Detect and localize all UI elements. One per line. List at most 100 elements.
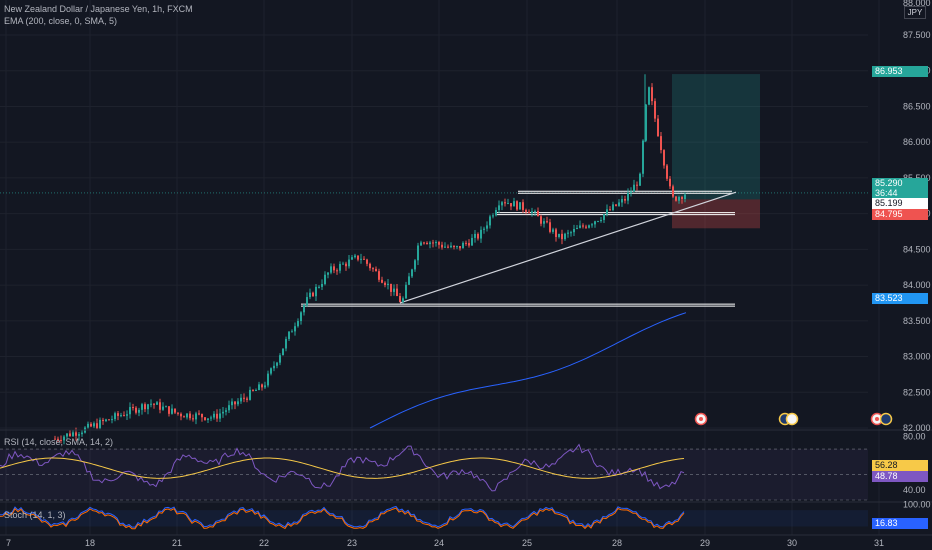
candle-body-95 xyxy=(339,263,341,271)
candle-body-145 xyxy=(489,216,491,226)
candle-body-133 xyxy=(453,245,455,248)
candle-body-186 xyxy=(612,204,614,211)
time-tick-label: 31 xyxy=(874,538,884,548)
candle-body-104 xyxy=(366,259,368,264)
candle-body-165 xyxy=(549,222,551,232)
candle-body-57 xyxy=(225,410,227,412)
candle-body-166 xyxy=(552,229,554,232)
time-tick-label: 22 xyxy=(259,538,269,548)
candle-body-28 xyxy=(138,409,140,413)
candle-body-19 xyxy=(111,419,113,421)
candle-body-54 xyxy=(216,413,218,419)
candle-body-156 xyxy=(522,202,524,210)
candle-body-129 xyxy=(441,244,443,248)
candle-body-40 xyxy=(174,408,176,413)
candle-body-157 xyxy=(525,209,527,212)
candle-body-73 xyxy=(273,365,275,369)
target-price-badge: 86.953 xyxy=(872,66,928,77)
candle-body-118 xyxy=(408,276,410,285)
currency-badge[interactable]: JPY xyxy=(904,6,926,19)
candle-body-115 xyxy=(399,296,401,303)
candle-body-91 xyxy=(327,272,329,275)
candle-body-200 xyxy=(654,101,656,119)
candle-body-167 xyxy=(555,229,557,237)
candle-body-39 xyxy=(171,408,173,414)
candle-body-192 xyxy=(630,191,632,193)
event-markers[interactable] xyxy=(694,412,893,426)
candle-body-46 xyxy=(192,418,194,420)
candle-body-18 xyxy=(108,419,110,421)
rsi-tick-label: 80.00 xyxy=(903,431,926,441)
candle-body-135 xyxy=(459,246,461,249)
candle-body-47 xyxy=(195,413,197,420)
candle-body-32 xyxy=(150,403,152,405)
candle-body-42 xyxy=(180,413,182,417)
stop-zone xyxy=(672,199,760,229)
candle-body-160 xyxy=(534,210,536,212)
candle-body-152 xyxy=(510,203,512,207)
candle-body-136 xyxy=(462,242,464,249)
candle-body-197 xyxy=(645,104,647,141)
candle-body-168 xyxy=(558,233,560,237)
candle-body-206 xyxy=(672,186,674,197)
price-tick-label: 83.500 xyxy=(903,316,931,326)
candle-body-55 xyxy=(219,413,221,419)
candle-body-178 xyxy=(588,225,590,228)
candle-body-33 xyxy=(153,403,155,405)
event-marker-3[interactable] xyxy=(785,412,799,426)
candle-body-189 xyxy=(621,199,623,203)
candle-body-92 xyxy=(330,266,332,273)
candle-body-208 xyxy=(678,197,680,201)
stop-price-badge: 84.795 xyxy=(872,209,928,220)
candle-body-114 xyxy=(396,288,398,297)
candle-body-203 xyxy=(663,150,665,166)
candle-body-201 xyxy=(657,118,659,137)
candle-body-207 xyxy=(675,196,677,201)
candle-body-66 xyxy=(252,389,254,391)
candle-body-76 xyxy=(282,348,284,356)
candle-body-52 xyxy=(210,417,212,419)
event-marker-5[interactable] xyxy=(879,412,893,426)
candle-body-125 xyxy=(429,242,431,245)
candle-body-181 xyxy=(597,221,599,223)
candle-body-172 xyxy=(570,232,572,234)
time-tick-label: 24 xyxy=(434,538,444,548)
candle-body-183 xyxy=(603,214,605,220)
candle-body-89 xyxy=(321,284,323,287)
candle-body-151 xyxy=(507,203,509,205)
candle-body-132 xyxy=(450,245,452,248)
candle-body-147 xyxy=(495,210,497,216)
event-marker-1-dot xyxy=(699,417,703,421)
candle-body-63 xyxy=(243,397,245,399)
stoch-band-fill xyxy=(0,510,868,527)
stoch-value-badge: 16.83 xyxy=(872,518,928,529)
time-tick-label: 25 xyxy=(522,538,532,548)
candle-body-170 xyxy=(564,233,566,240)
candle-body-83 xyxy=(303,305,305,313)
candle-body-72 xyxy=(270,368,272,374)
candle-body-177 xyxy=(585,226,587,228)
candle-body-173 xyxy=(573,228,575,233)
candle-body-153 xyxy=(513,201,515,207)
rsi-legend: RSI (14, close, SMA, 14, 2) xyxy=(4,437,114,447)
candle-body-119 xyxy=(411,269,413,277)
candle-body-48 xyxy=(198,413,200,415)
candle-body-111 xyxy=(387,283,389,286)
candle-body-193 xyxy=(633,184,635,192)
candle-body-148 xyxy=(498,205,500,211)
stoch-k-line xyxy=(0,505,685,528)
stoch-tick-label: 100.00 xyxy=(903,500,931,510)
candle-body-112 xyxy=(390,283,392,292)
candle-body-174 xyxy=(576,227,578,229)
candle-body-67 xyxy=(255,390,257,392)
candle-body-184 xyxy=(606,209,608,215)
candle-body-77 xyxy=(285,338,287,349)
candle-body-87 xyxy=(315,286,317,297)
candles xyxy=(54,74,686,445)
candle-body-31 xyxy=(147,404,149,410)
candle-body-117 xyxy=(405,284,407,299)
candle-body-43 xyxy=(183,416,185,418)
candle-body-180 xyxy=(594,221,596,225)
candle-body-182 xyxy=(600,219,602,222)
